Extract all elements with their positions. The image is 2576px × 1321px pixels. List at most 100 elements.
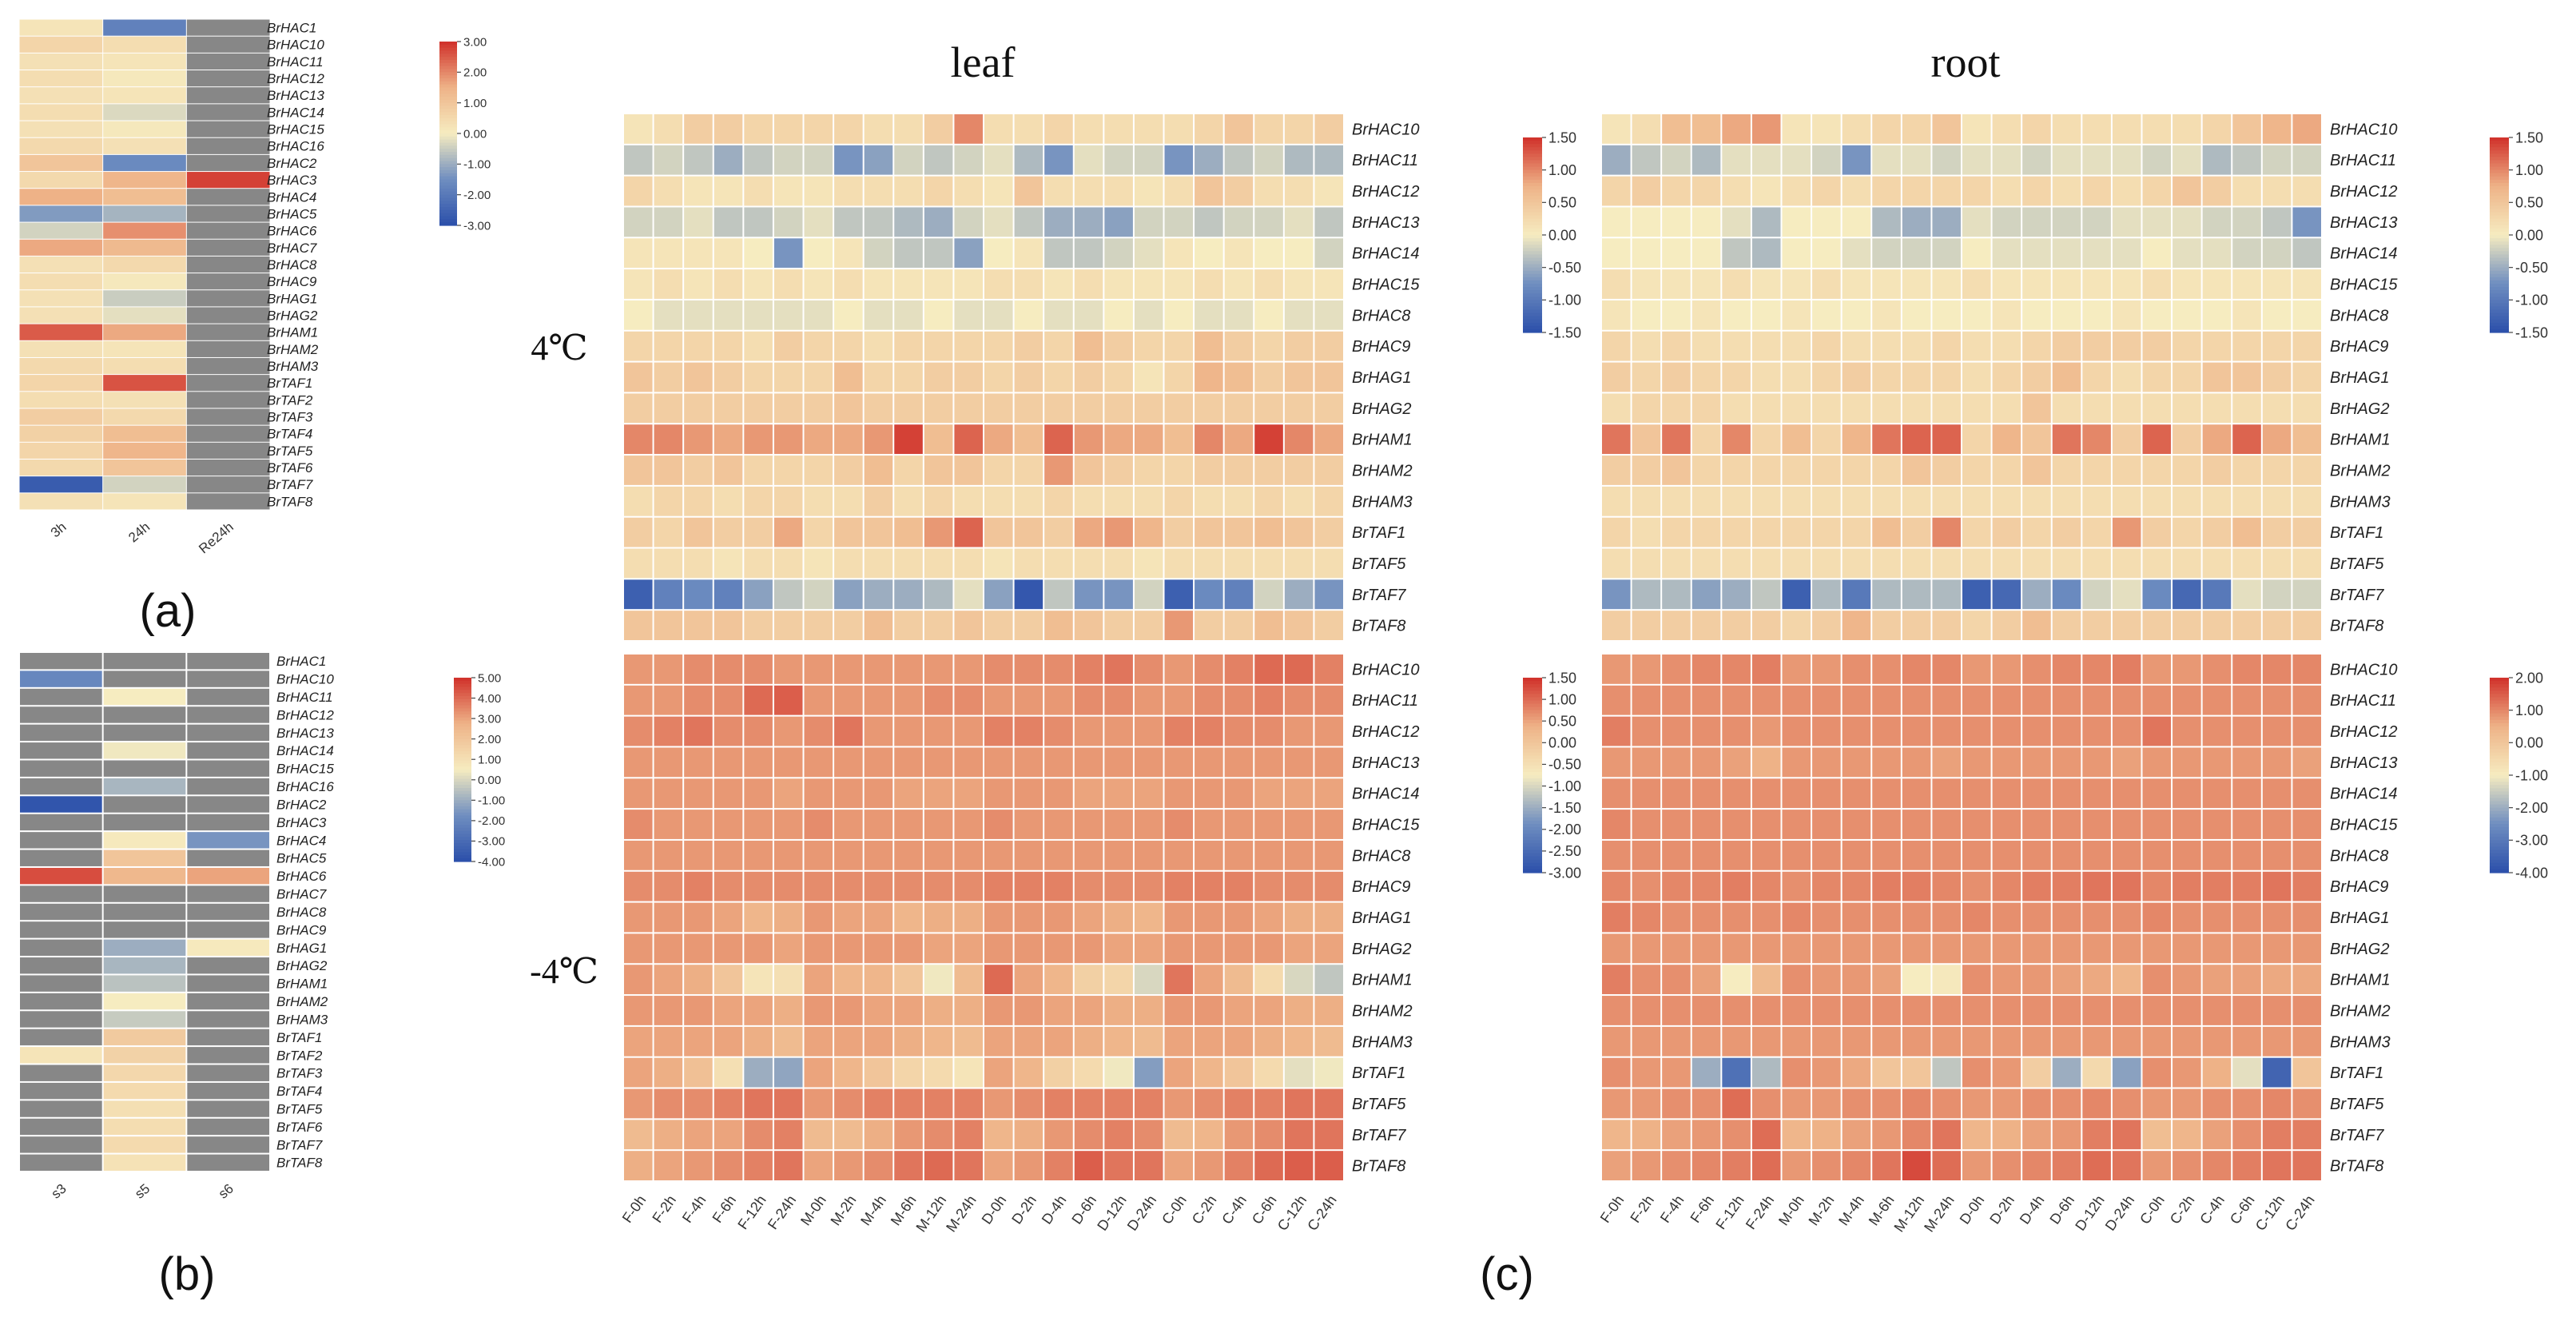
heatmap-cell (1195, 716, 1223, 746)
heatmap-cell (1722, 810, 1751, 839)
heatmap-cell (103, 706, 186, 723)
heatmap-cell (773, 176, 803, 206)
heatmap-cell (186, 392, 270, 408)
heatmap-cell (1872, 486, 1901, 516)
legend-tick-label: 1.00 (2515, 702, 2543, 718)
heatmap-cell (1932, 269, 1961, 299)
heatmap-cell (1224, 933, 1254, 964)
legend-swatch (454, 800, 471, 804)
heatmap-cell (1962, 1057, 1991, 1088)
heatmap-cell (624, 965, 653, 995)
heatmap-cell (1195, 207, 1223, 237)
heatmap-cell (684, 393, 713, 424)
legend-tick-label: 1.50 (1548, 129, 1576, 145)
heatmap-cell (1314, 456, 1343, 485)
heatmap-cell (984, 456, 1013, 485)
heatmap-cell (744, 996, 773, 1025)
heatmap-cell (1902, 517, 1931, 547)
legend-swatch (439, 47, 457, 52)
heatmap-cell (103, 993, 186, 1010)
heatmap-cell (864, 207, 893, 237)
legend-swatch (454, 812, 471, 817)
heatmap-cell (1224, 176, 1254, 206)
heatmap-cell (1104, 393, 1133, 424)
heatmap-cell (103, 760, 186, 777)
heatmap-cell (1691, 114, 1721, 144)
heatmap-cell (1691, 810, 1721, 839)
legend-swatch (2490, 205, 2509, 210)
legend-swatch (1523, 284, 1542, 288)
legend-swatch (439, 197, 457, 201)
heatmap-cell (20, 670, 102, 687)
heatmap-cell (1074, 902, 1103, 933)
legend-swatch (1523, 228, 1542, 233)
heatmap-cell (19, 459, 103, 476)
heatmap-cell (834, 1120, 863, 1150)
heatmap-cell (1842, 269, 1871, 299)
heatmap-cell (1044, 1120, 1073, 1150)
legend-swatch (1523, 179, 1542, 184)
heatmap-cell (1164, 902, 1194, 933)
legend-swatch (2490, 196, 2509, 200)
legend-swatch (439, 161, 457, 165)
heatmap-cell (2082, 1088, 2111, 1119)
heatmap-cell (1722, 331, 1751, 361)
heatmap-cell (773, 238, 803, 269)
legend-swatch (2490, 719, 2509, 724)
heatmap-cell (864, 902, 893, 933)
heatmap-cell (684, 486, 713, 516)
heatmap-cell (186, 70, 270, 87)
legend-swatch (454, 735, 471, 740)
heatmap-cell (924, 1057, 953, 1088)
heatmap-cell (1014, 810, 1044, 839)
row-label: BrHAG1 (267, 291, 317, 306)
heatmap-cell (1104, 517, 1133, 547)
row-label: BrHAC11 (2330, 152, 2396, 169)
heatmap-cell (1134, 207, 1163, 237)
heatmap-cell (186, 442, 270, 459)
heatmap-cell (2173, 933, 2201, 964)
heatmap-cell (834, 996, 863, 1025)
heatmap-cell (1014, 424, 1044, 455)
legend-swatch (1523, 853, 1542, 857)
heatmap-cell (2202, 965, 2232, 995)
heatmap-cell (1164, 331, 1194, 361)
heatmap-cell (894, 685, 923, 715)
heatmap-cell (834, 145, 863, 175)
heatmap-cell (684, 362, 713, 392)
heatmap-cell (804, 965, 833, 995)
heatmap-cell (1812, 548, 1841, 579)
heatmap-cell (684, 716, 713, 746)
legend-swatch (2490, 179, 2509, 184)
legend-tick-label: 0.00 (1548, 735, 1576, 751)
heatmap-cell (1962, 747, 1991, 778)
heatmap-cell (20, 724, 102, 742)
heatmap-cell (2112, 778, 2141, 809)
heatmap-cell (1872, 685, 1901, 715)
heatmap-cell (1962, 1120, 1991, 1150)
heatmap-cell (1014, 456, 1044, 485)
heatmap-cell (103, 921, 186, 938)
heatmap-cell (1044, 1151, 1073, 1180)
heatmap-cell (103, 957, 186, 974)
heatmap-cell (2022, 269, 2051, 299)
heatmap-cell (1992, 933, 2021, 964)
legend-swatch (2490, 328, 2509, 333)
heatmap-cell (834, 778, 863, 809)
heatmap-cell (834, 300, 863, 330)
heatmap-cell (1134, 548, 1163, 579)
legend-swatch (2490, 865, 2509, 870)
legend-tick-label: -3.00 (1548, 865, 1581, 881)
heatmap-cell (1962, 933, 1991, 964)
legend-tick-label: -1.00 (1548, 778, 1581, 794)
heatmap-cell (894, 1057, 923, 1088)
heatmap-cell (2022, 238, 2051, 269)
heatmap-cell (1812, 965, 1841, 995)
heatmap-cell (1932, 747, 1961, 778)
heatmap-cell (1751, 114, 1781, 144)
heatmap-cell (894, 176, 923, 206)
heatmap-cell (1691, 902, 1721, 933)
heatmap-cell (2292, 456, 2321, 485)
heatmap-cell (773, 1026, 803, 1056)
legend-swatch (1523, 241, 1542, 245)
